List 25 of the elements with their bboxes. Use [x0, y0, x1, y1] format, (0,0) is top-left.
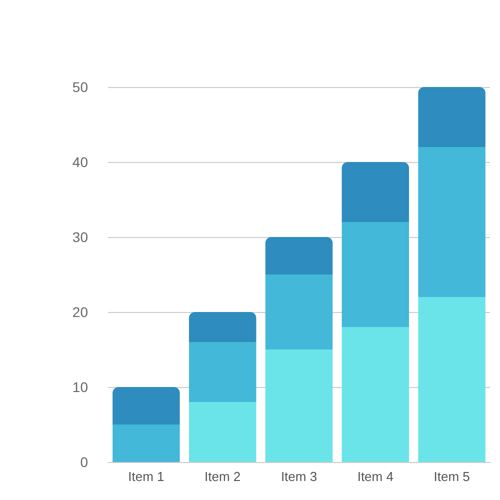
- bar: [112, 387, 180, 424]
- bar: [265, 350, 333, 462]
- y-tick-label: 50: [72, 79, 88, 95]
- x-tick-label: Item 4: [357, 469, 394, 484]
- y-tick-label: 40: [72, 154, 88, 170]
- bar: [188, 342, 256, 402]
- x-tick-label: Item 2: [204, 469, 241, 484]
- x-tick-label: Item 1: [128, 469, 164, 484]
- bar: [342, 162, 410, 222]
- y-tick-label: 20: [72, 304, 88, 320]
- bar: [265, 274, 333, 350]
- bar: [112, 424, 180, 462]
- bar: [188, 312, 256, 342]
- y-tick-label: 10: [72, 379, 88, 395]
- bar: [188, 402, 256, 462]
- x-tick-label: Item 3: [280, 469, 318, 484]
- bar: [265, 237, 333, 274]
- bar: [342, 222, 410, 327]
- bar: [418, 297, 486, 462]
- y-tick-label: 30: [72, 229, 88, 245]
- x-tick-label: Item 5: [434, 469, 470, 484]
- y-tick-label: 0: [80, 454, 88, 470]
- bar: [418, 87, 486, 147]
- bar: [418, 147, 486, 297]
- bar: [342, 327, 410, 462]
